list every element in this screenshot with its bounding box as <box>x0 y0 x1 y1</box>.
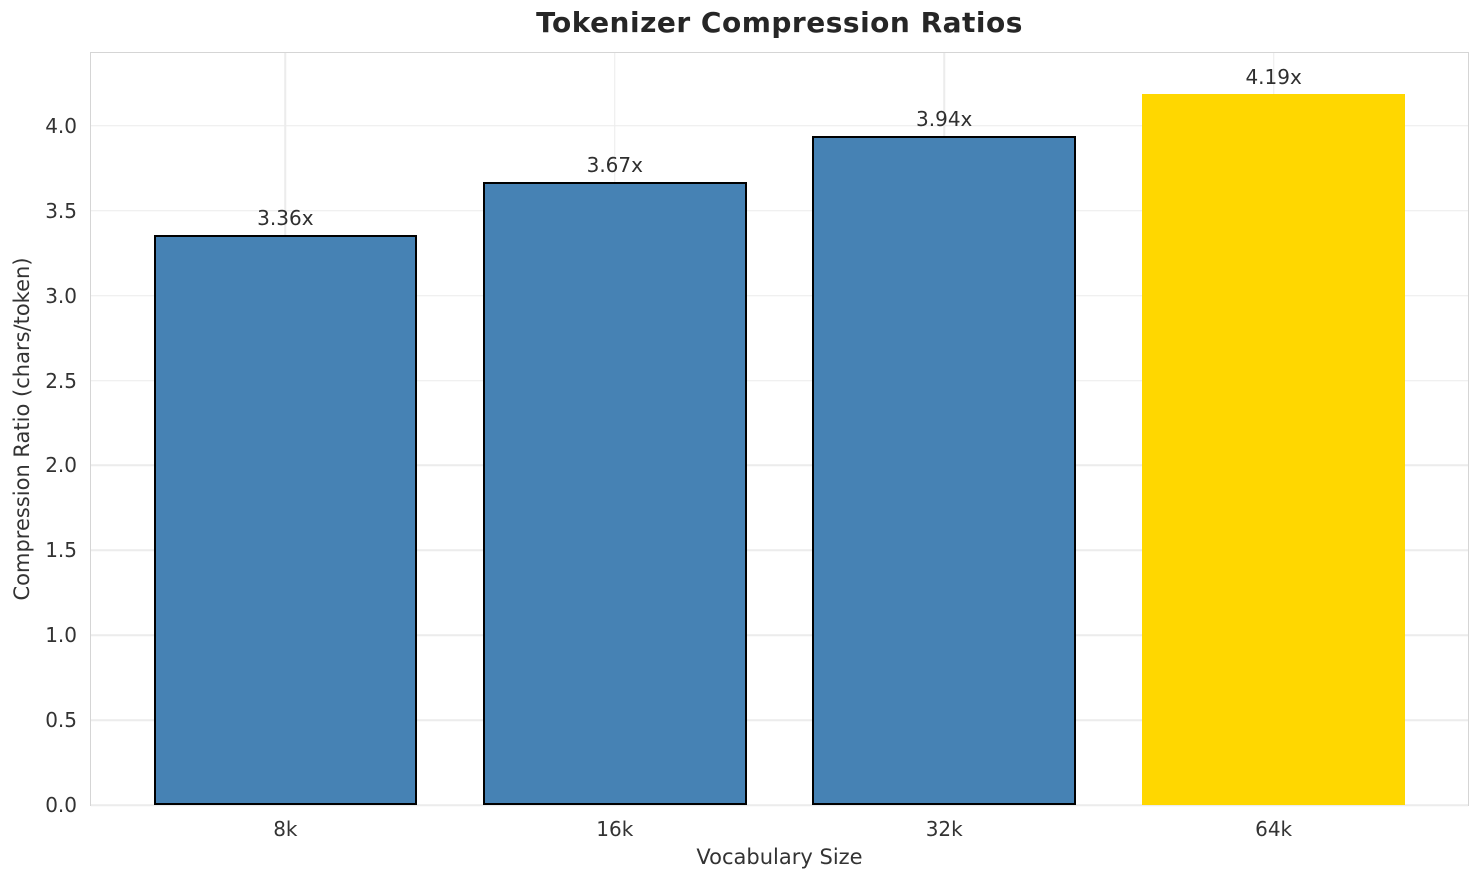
h-gridline <box>91 379 1468 382</box>
bar-value-label: 3.36x <box>257 205 314 230</box>
y-tick-label: 0.5 <box>45 708 77 733</box>
y-tick-label: 4.0 <box>45 113 77 138</box>
y-tick-label: 3.5 <box>45 198 77 223</box>
y-tick-label: 3.0 <box>45 283 77 308</box>
x-tick-label: 32k <box>925 817 963 841</box>
h-gridline <box>91 634 1468 636</box>
y-tick-label: 2.0 <box>45 453 77 478</box>
bar-value-label: 3.67x <box>586 153 643 177</box>
chart-title: Tokenizer Compression Ratios <box>536 6 1023 39</box>
y-tick-label: 2.5 <box>45 368 77 393</box>
y-axis-label: Compression Ratio (chars/token) <box>10 257 34 601</box>
plot-area: 0.0 0.5 1.0 1.5 2.0 2.5 3.0 3.5 4.0 3.36x 8k 3.67x 1… <box>45 52 1469 841</box>
y-tick-label: 1.5 <box>45 538 77 563</box>
x-axis-label: Vocabulary Size <box>696 845 863 869</box>
x-tick-label: 8k <box>273 817 298 841</box>
y-tick-label: 0.0 <box>45 793 77 817</box>
y-tick-label: 1.0 <box>45 623 77 648</box>
h-gridline <box>91 549 1468 552</box>
bar-value-label: 3.94x <box>916 107 973 132</box>
h-gridline <box>91 125 1468 127</box>
bar <box>483 182 747 805</box>
x-tick-label: 16k <box>596 817 634 841</box>
h-gridline <box>91 210 1468 212</box>
bar-value-label: 4.19x <box>1245 64 1302 89</box>
h-gridline <box>91 294 1468 297</box>
bar <box>153 234 418 805</box>
bar <box>812 136 1076 805</box>
h-gridline <box>91 464 1468 467</box>
x-tick-label: 64k <box>1255 817 1293 841</box>
h-gridline <box>91 804 1468 806</box>
h-gridline <box>91 719 1468 721</box>
bar <box>1141 93 1406 805</box>
